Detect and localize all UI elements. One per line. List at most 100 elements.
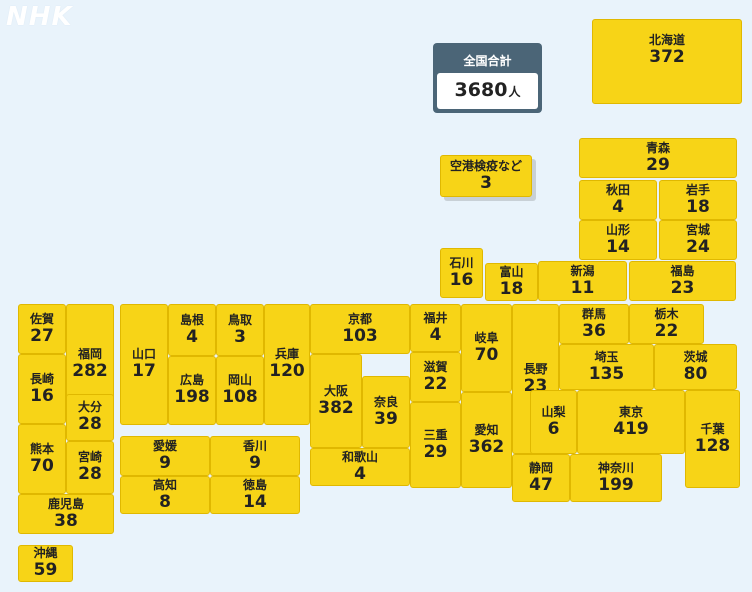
prefecture-tile[interactable]: 山口 17 [120, 304, 168, 425]
prefecture-count: 282 [72, 360, 108, 381]
prefecture-name: 京都 [347, 311, 372, 326]
prefecture-name: 山形 [605, 222, 630, 237]
prefecture-name: 大分 [77, 400, 102, 415]
prefecture-tile[interactable]: 和歌山 4 [310, 448, 410, 486]
prefecture-name: 千葉 [700, 421, 725, 436]
prefecture-tile[interactable]: 三重 29 [410, 402, 461, 488]
prefecture-count: 4 [429, 324, 442, 345]
prefecture-name: 奈良 [373, 394, 398, 409]
prefecture-name: 佐賀 [29, 311, 54, 326]
prefecture-count: 4 [612, 196, 624, 217]
prefecture-name: 静岡 [528, 460, 553, 475]
prefecture-tile[interactable]: 大分 28 [66, 394, 114, 441]
prefecture-tile[interactable]: 徳島 14 [210, 476, 300, 514]
prefecture-tile[interactable]: 岩手 18 [659, 180, 737, 220]
prefecture-count: 8 [159, 491, 171, 512]
prefecture-tile[interactable]: 広島 198 [168, 356, 216, 425]
prefecture-tile[interactable]: 群馬 36 [559, 304, 629, 344]
prefecture-count: 59 [33, 560, 58, 581]
prefecture-name: 鹿児島 [47, 496, 84, 511]
prefecture-tile[interactable]: 北海道 372 [592, 19, 742, 104]
prefecture-name: 三重 [423, 427, 448, 442]
prefecture-tile[interactable]: 青森 29 [579, 138, 737, 178]
prefecture-tile[interactable]: 香川 9 [210, 436, 300, 476]
prefecture-tile[interactable]: 新潟 11 [538, 261, 627, 301]
prefecture-name: 長崎 [29, 371, 54, 386]
prefecture-name: 岡山 [227, 373, 252, 388]
prefecture-tile[interactable]: 茨城 80 [654, 344, 737, 390]
prefecture-name: 岩手 [685, 182, 710, 197]
prefecture-name: 山梨 [541, 404, 566, 419]
prefecture-tile[interactable]: 鳥取 3 [216, 304, 264, 356]
prefecture-name: 神奈川 [597, 460, 634, 475]
prefecture-name: 栃木 [654, 306, 679, 321]
prefecture-count: 120 [269, 361, 305, 382]
prefecture-tile[interactable]: 秋田 4 [579, 180, 657, 220]
prefecture-tile[interactable]: 千葉 128 [685, 390, 740, 488]
prefecture-count: 80 [683, 363, 708, 384]
prefecture-count: 22 [423, 373, 448, 394]
prefecture-tile[interactable]: 福井 4 [410, 304, 461, 352]
prefecture-tile[interactable]: 宮城 24 [659, 220, 737, 260]
prefecture-tile[interactable]: 長崎 16 [18, 354, 66, 424]
prefecture-name: 埼玉 [594, 349, 619, 364]
prefecture-name: 広島 [179, 373, 204, 388]
prefecture-tile[interactable]: 長野 23 [512, 304, 559, 454]
airport-quarantine-count: 3 [480, 172, 492, 193]
prefecture-count: 372 [649, 46, 685, 67]
prefecture-count: 16 [30, 385, 54, 406]
prefecture-count: 28 [78, 414, 102, 435]
prefecture-count: 3 [234, 326, 246, 347]
prefecture-tile[interactable]: 佐賀 27 [18, 304, 66, 354]
prefecture-count: 70 [30, 455, 54, 476]
prefecture-tile[interactable]: 鹿児島 38 [18, 494, 114, 534]
prefecture-tile[interactable]: 山形 14 [579, 220, 657, 260]
prefecture-tile[interactable]: 奈良 39 [362, 376, 410, 448]
prefecture-name: 滋賀 [423, 359, 448, 374]
prefecture-count: 135 [588, 363, 625, 384]
airport-quarantine-tile[interactable]: 空港検疫など 3 [440, 155, 532, 197]
prefecture-tile[interactable]: 埼玉 135 [559, 344, 654, 390]
prefecture-name: 愛知 [474, 422, 499, 437]
prefecture-tile[interactable]: 岡山 108 [216, 356, 264, 425]
prefecture-tile[interactable]: 福島 23 [629, 261, 736, 301]
prefecture-count: 18 [686, 196, 710, 217]
prefecture-tile[interactable]: 栃木 22 [629, 304, 704, 344]
prefecture-tile[interactable]: 京都 103 [310, 304, 410, 354]
prefecture-count: 198 [174, 387, 210, 408]
prefecture-count: 14 [606, 236, 630, 257]
prefecture-count: 39 [374, 408, 398, 429]
prefecture-tile[interactable]: 神奈川 199 [570, 454, 662, 502]
prefecture-tile[interactable]: 兵庫 120 [264, 304, 310, 425]
prefecture-count: 70 [474, 344, 499, 365]
national-total-label: 全国合計 [463, 54, 512, 68]
prefecture-tile[interactable]: 愛媛 9 [120, 436, 210, 476]
prefecture-count: 4 [186, 326, 198, 347]
prefecture-tile[interactable]: 熊本 70 [18, 424, 66, 494]
prefecture-tile[interactable]: 宮崎 28 [66, 441, 114, 494]
prefecture-tile[interactable]: 石川 16 [440, 248, 483, 298]
prefecture-tile[interactable]: 東京 419 [577, 390, 685, 454]
prefecture-count: 9 [159, 452, 171, 473]
prefecture-tile[interactable]: 島根 4 [168, 304, 216, 356]
prefecture-tile[interactable]: 愛知 362 [461, 392, 512, 488]
prefecture-tile[interactable]: 富山 18 [485, 263, 538, 301]
prefecture-count: 17 [132, 361, 156, 382]
prefecture-name: 高知 [152, 477, 177, 492]
prefecture-tile[interactable]: 岐阜 70 [461, 304, 512, 392]
prefecture-name: 福井 [423, 310, 448, 325]
prefecture-tile[interactable]: 山梨 6 [530, 390, 577, 454]
prefecture-name: 長野 [523, 361, 548, 376]
prefecture-name: 島根 [179, 312, 204, 327]
prefecture-name: 青森 [645, 140, 670, 155]
national-total-box: 3680 人 [437, 73, 538, 109]
prefecture-tile[interactable]: 沖縄 59 [18, 545, 73, 582]
prefecture-count: 23 [670, 277, 695, 298]
prefecture-name: 新潟 [570, 263, 595, 278]
prefecture-tile[interactable]: 高知 8 [120, 476, 210, 514]
prefecture-name: 愛媛 [152, 438, 177, 453]
prefecture-tile[interactable]: 滋賀 22 [410, 352, 461, 402]
prefecture-tile[interactable]: 静岡 47 [512, 454, 570, 502]
prefecture-tile[interactable]: 大阪 382 [310, 354, 362, 448]
